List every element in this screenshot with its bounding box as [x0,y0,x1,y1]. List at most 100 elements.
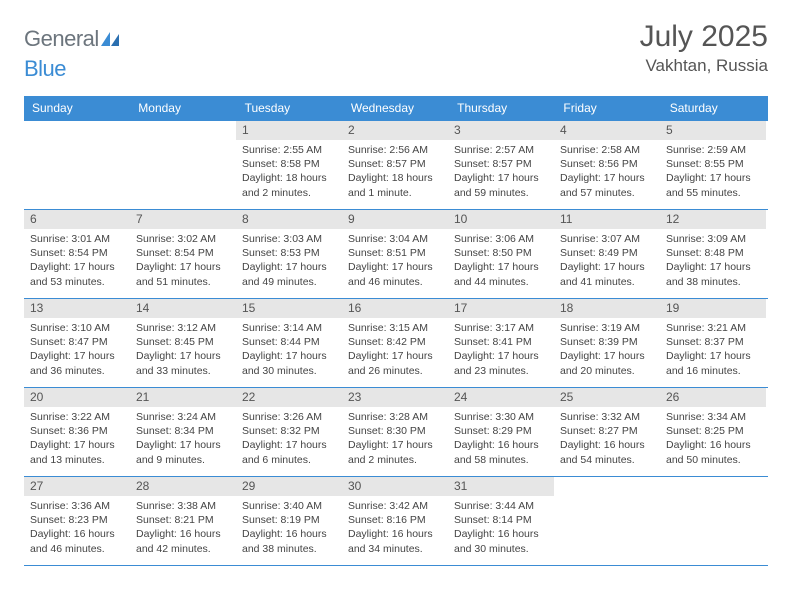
dow-header-row: Sunday Monday Tuesday Wednesday Thursday… [24,96,768,120]
day-number: 5 [660,121,766,140]
day-number: 8 [236,210,342,229]
daylight-text: Daylight: 17 hours and 57 minutes. [560,171,654,199]
week-row: 6Sunrise: 3:01 AMSunset: 8:54 PMDaylight… [24,210,768,299]
sunset-text: Sunset: 8:48 PM [666,246,760,260]
day-cell: 4Sunrise: 2:58 AMSunset: 8:56 PMDaylight… [554,121,660,209]
sunrise-text: Sunrise: 3:09 AM [666,232,760,246]
sunset-text: Sunset: 8:45 PM [136,335,230,349]
daylight-text: Daylight: 17 hours and 9 minutes. [136,438,230,466]
week-row: 27Sunrise: 3:36 AMSunset: 8:23 PMDayligh… [24,477,768,566]
day-number: 11 [554,210,660,229]
sunrise-text: Sunrise: 3:07 AM [560,232,654,246]
daylight-text: Daylight: 16 hours and 38 minutes. [242,527,336,555]
sunrise-text: Sunrise: 3:34 AM [666,410,760,424]
dow-cell: Monday [130,96,236,120]
sunrise-text: Sunrise: 3:28 AM [348,410,442,424]
sunrise-text: Sunrise: 3:30 AM [454,410,548,424]
day-number: 9 [342,210,448,229]
sunrise-text: Sunrise: 3:15 AM [348,321,442,335]
brand-text: GeneralBlue [24,26,119,82]
sunset-text: Sunset: 8:21 PM [136,513,230,527]
sail-icon [101,26,119,52]
day-cell: 22Sunrise: 3:26 AMSunset: 8:32 PMDayligh… [236,388,342,476]
sunrise-text: Sunrise: 3:02 AM [136,232,230,246]
sunrise-text: Sunrise: 2:56 AM [348,143,442,157]
day-cell: 31Sunrise: 3:44 AMSunset: 8:14 PMDayligh… [448,477,554,565]
day-cell: 18Sunrise: 3:19 AMSunset: 8:39 PMDayligh… [554,299,660,387]
day-number: 4 [554,121,660,140]
sunset-text: Sunset: 8:44 PM [242,335,336,349]
daylight-text: Daylight: 17 hours and 41 minutes. [560,260,654,288]
day-number: 21 [130,388,236,407]
sunrise-text: Sunrise: 2:58 AM [560,143,654,157]
day-body: Sunrise: 3:30 AMSunset: 8:29 PMDaylight:… [448,407,554,471]
daylight-text: Daylight: 17 hours and 26 minutes. [348,349,442,377]
day-cell: 21Sunrise: 3:24 AMSunset: 8:34 PMDayligh… [130,388,236,476]
day-body: Sunrise: 3:09 AMSunset: 8:48 PMDaylight:… [660,229,766,293]
week-row: 20Sunrise: 3:22 AMSunset: 8:36 PMDayligh… [24,388,768,477]
sunset-text: Sunset: 8:49 PM [560,246,654,260]
day-number: 12 [660,210,766,229]
sunset-text: Sunset: 8:34 PM [136,424,230,438]
day-cell: 17Sunrise: 3:17 AMSunset: 8:41 PMDayligh… [448,299,554,387]
sunrise-text: Sunrise: 3:21 AM [666,321,760,335]
dow-cell: Thursday [449,96,555,120]
day-body: Sunrise: 3:21 AMSunset: 8:37 PMDaylight:… [660,318,766,382]
daylight-text: Daylight: 16 hours and 42 minutes. [136,527,230,555]
day-body: Sunrise: 2:57 AMSunset: 8:57 PMDaylight:… [448,140,554,204]
sunrise-text: Sunrise: 3:12 AM [136,321,230,335]
sunrise-text: Sunrise: 3:32 AM [560,410,654,424]
sunrise-text: Sunrise: 3:04 AM [348,232,442,246]
day-number: 16 [342,299,448,318]
day-cell: 1Sunrise: 2:55 AMSunset: 8:58 PMDaylight… [236,121,342,209]
day-cell: 14Sunrise: 3:12 AMSunset: 8:45 PMDayligh… [130,299,236,387]
day-cell: 26Sunrise: 3:34 AMSunset: 8:25 PMDayligh… [660,388,766,476]
day-number: 24 [448,388,554,407]
daylight-text: Daylight: 17 hours and 20 minutes. [560,349,654,377]
day-cell [660,477,766,565]
sunrise-text: Sunrise: 3:14 AM [242,321,336,335]
day-cell: 11Sunrise: 3:07 AMSunset: 8:49 PMDayligh… [554,210,660,298]
day-body: Sunrise: 3:10 AMSunset: 8:47 PMDaylight:… [24,318,130,382]
sunset-text: Sunset: 8:32 PM [242,424,336,438]
day-body: Sunrise: 3:40 AMSunset: 8:19 PMDaylight:… [236,496,342,560]
day-number: 25 [554,388,660,407]
daylight-text: Daylight: 18 hours and 2 minutes. [242,171,336,199]
day-number: 10 [448,210,554,229]
day-number: 17 [448,299,554,318]
day-body: Sunrise: 3:36 AMSunset: 8:23 PMDaylight:… [24,496,130,560]
sunset-text: Sunset: 8:23 PM [30,513,124,527]
day-number: 31 [448,477,554,496]
day-body: Sunrise: 3:06 AMSunset: 8:50 PMDaylight:… [448,229,554,293]
day-cell [554,477,660,565]
day-number: 6 [24,210,130,229]
day-body: Sunrise: 2:56 AMSunset: 8:57 PMDaylight:… [342,140,448,204]
dow-cell: Tuesday [237,96,343,120]
day-body: Sunrise: 3:07 AMSunset: 8:49 PMDaylight:… [554,229,660,293]
daylight-text: Daylight: 16 hours and 34 minutes. [348,527,442,555]
week-row: 1Sunrise: 2:55 AMSunset: 8:58 PMDaylight… [24,121,768,210]
sunrise-text: Sunrise: 3:44 AM [454,499,548,513]
day-body: Sunrise: 2:55 AMSunset: 8:58 PMDaylight:… [236,140,342,204]
sunset-text: Sunset: 8:42 PM [348,335,442,349]
day-body: Sunrise: 3:03 AMSunset: 8:53 PMDaylight:… [236,229,342,293]
dow-cell: Sunday [24,96,130,120]
daylight-text: Daylight: 16 hours and 46 minutes. [30,527,124,555]
sunset-text: Sunset: 8:30 PM [348,424,442,438]
sunset-text: Sunset: 8:36 PM [30,424,124,438]
day-number: 3 [448,121,554,140]
month-title: July 2025 [640,20,768,54]
day-body: Sunrise: 3:15 AMSunset: 8:42 PMDaylight:… [342,318,448,382]
sunset-text: Sunset: 8:55 PM [666,157,760,171]
daylight-text: Daylight: 16 hours and 30 minutes. [454,527,548,555]
daylight-text: Daylight: 16 hours and 58 minutes. [454,438,548,466]
weeks-container: 1Sunrise: 2:55 AMSunset: 8:58 PMDaylight… [24,120,768,566]
day-number: 15 [236,299,342,318]
day-number: 27 [24,477,130,496]
day-cell: 20Sunrise: 3:22 AMSunset: 8:36 PMDayligh… [24,388,130,476]
daylight-text: Daylight: 18 hours and 1 minute. [348,171,442,199]
sunset-text: Sunset: 8:37 PM [666,335,760,349]
day-body: Sunrise: 3:34 AMSunset: 8:25 PMDaylight:… [660,407,766,471]
sunrise-text: Sunrise: 3:06 AM [454,232,548,246]
brand-word2: Blue [24,56,66,81]
